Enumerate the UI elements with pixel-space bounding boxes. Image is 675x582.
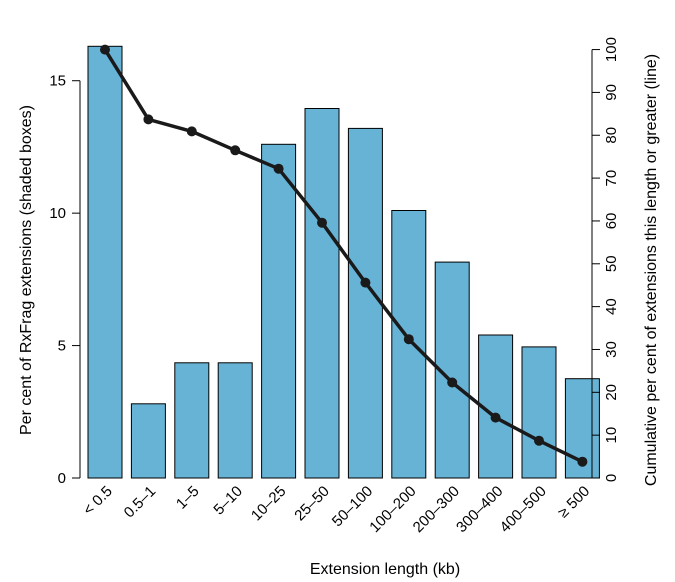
bar-3 bbox=[217, 362, 253, 479]
left-axis: 0 5 10 15 bbox=[49, 73, 81, 487]
x-tick-label-3: 5–10 bbox=[210, 483, 246, 519]
right-tick-label-100: 100 bbox=[603, 37, 620, 62]
bars-layer bbox=[87, 45, 600, 479]
left-tick-label-5: 5 bbox=[58, 338, 66, 355]
line-point-1 bbox=[143, 114, 154, 125]
bar-6 bbox=[347, 127, 383, 479]
left-tick-label-15: 15 bbox=[49, 73, 66, 90]
line-point-8 bbox=[447, 377, 458, 388]
bar-5 bbox=[304, 108, 340, 479]
line-point-6 bbox=[360, 277, 371, 288]
line-point-4 bbox=[273, 163, 284, 174]
x-axis-title: Extension length (kb) bbox=[310, 561, 460, 578]
line-point-0 bbox=[100, 44, 110, 55]
right-tick-label-80: 80 bbox=[603, 127, 620, 144]
right-tick-label-60: 60 bbox=[603, 213, 620, 230]
bar-0 bbox=[87, 45, 123, 479]
bar-10 bbox=[521, 346, 557, 479]
right-tick-label-0: 0 bbox=[603, 474, 620, 482]
bar-1 bbox=[130, 403, 166, 479]
right-axis: 0 10 20 30 40 50 60 70 80 90 100 bbox=[591, 37, 620, 482]
right-tick-label-40: 40 bbox=[603, 298, 620, 315]
x-tick-label-0: < 0.5 bbox=[80, 483, 116, 519]
right-tick-label-50: 50 bbox=[603, 255, 620, 272]
bar-7 bbox=[391, 210, 427, 479]
right-y-axis-title: Cumulative per cent of extensions this l… bbox=[643, 54, 660, 486]
x-tick-label-9: 300–400 bbox=[453, 483, 506, 536]
line-point-2 bbox=[186, 126, 197, 137]
right-tick-label-70: 70 bbox=[603, 170, 620, 187]
left-tick-label-10: 10 bbox=[49, 205, 66, 222]
bar-2 bbox=[174, 362, 210, 479]
line-point-5 bbox=[317, 217, 327, 228]
x-tick-label-5: 25–50 bbox=[291, 483, 333, 525]
line-point-9 bbox=[490, 412, 501, 423]
x-tick-label-2: 1–5 bbox=[173, 483, 203, 513]
line-point-11 bbox=[577, 456, 588, 467]
x-tick-label-1: 0.5–1 bbox=[121, 483, 160, 522]
x-axis: < 0.5 0.5–1 1–5 5–10 10–25 25–5050–100100–200… bbox=[80, 483, 593, 536]
left-y-axis-title: Per cent of RxFrag extensions (shaded bo… bbox=[18, 105, 35, 435]
right-tick-label-10: 10 bbox=[603, 427, 620, 444]
line-point-7 bbox=[403, 334, 414, 345]
right-tick-label-30: 30 bbox=[603, 341, 620, 358]
x-tick-label-10: 400–500 bbox=[497, 483, 550, 536]
right-tick-label-90: 90 bbox=[603, 84, 620, 101]
cumulative-line bbox=[103, 48, 584, 464]
x-tick-label-11: ≥ 500 bbox=[555, 483, 593, 521]
cumulative-line-layer bbox=[100, 44, 588, 467]
x-tick-label-4: 10–25 bbox=[248, 483, 290, 525]
x-tick-label-8: 200–300 bbox=[410, 483, 463, 536]
line-point-3 bbox=[230, 145, 241, 156]
bar-11 bbox=[564, 378, 600, 479]
left-tick-label-0: 0 bbox=[58, 470, 66, 487]
right-tick-label-20: 20 bbox=[603, 384, 620, 401]
x-tick-label-7: 100–200 bbox=[366, 483, 419, 536]
bar-4 bbox=[261, 143, 297, 479]
line-point-10 bbox=[534, 435, 544, 446]
